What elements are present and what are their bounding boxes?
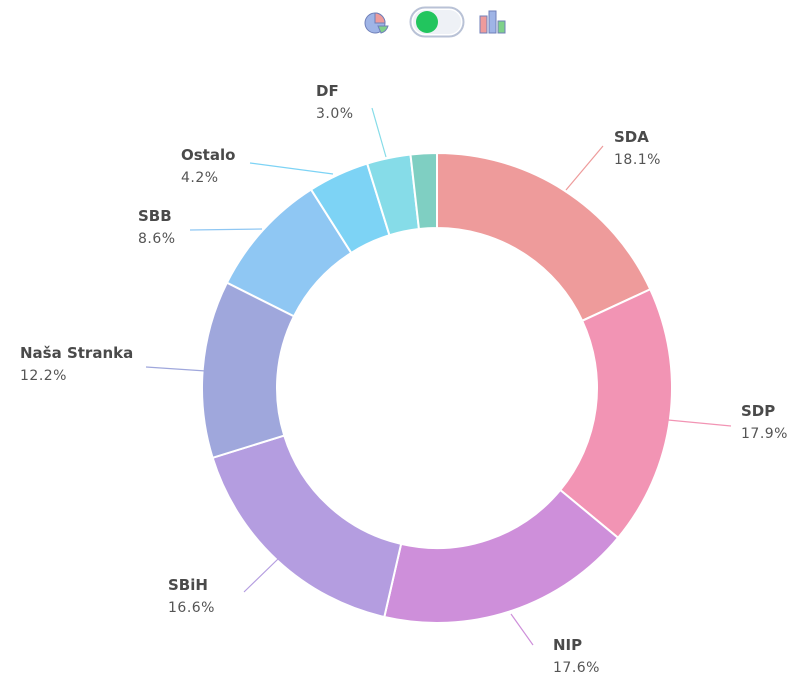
slice-label-name: NIP	[553, 636, 582, 654]
bar-chart-icon[interactable]	[476, 7, 512, 37]
slice-label-value: 17.9%	[741, 426, 788, 442]
slice-label-name: SDA	[614, 128, 649, 146]
slice-nip[interactable]	[383, 488, 620, 624]
slice-label-value: 17.6%	[553, 660, 600, 676]
leader-line	[243, 558, 279, 593]
leader-line	[249, 162, 334, 175]
slice-label-value: 8.6%	[138, 231, 176, 247]
slice-label-value: 18.1%	[614, 152, 661, 168]
slice-label-value: 16.6%	[168, 600, 215, 616]
slice-label-name: SBiH	[168, 576, 208, 594]
slice-label-value: 12.2%	[20, 368, 67, 384]
leader-line	[565, 145, 604, 191]
slice-label-value: 4.2%	[181, 170, 219, 186]
slice-sdp[interactable]	[558, 287, 673, 540]
slice-label-name: SDP	[741, 402, 775, 420]
leader-line	[667, 419, 732, 427]
slice-label-name: DF	[316, 82, 339, 100]
leader-line	[145, 366, 207, 372]
leader-line	[371, 107, 387, 158]
leader-line	[510, 613, 534, 646]
slice-unlabeled[interactable]	[409, 151, 438, 231]
slice-label-name: Ostalo	[181, 146, 235, 164]
slice-sbih[interactable]	[211, 434, 403, 619]
slice-label-value: 3.0%	[316, 106, 354, 122]
slice-label-name: Naša Stranka	[20, 344, 133, 362]
toggle-switch[interactable]	[409, 6, 465, 38]
slice-sda[interactable]	[436, 151, 652, 323]
chart-type-toolbar	[0, 0, 800, 45]
pie-chart-icon[interactable]	[362, 7, 396, 37]
leader-line	[189, 228, 263, 231]
slice-label-name: SBB	[138, 207, 172, 225]
